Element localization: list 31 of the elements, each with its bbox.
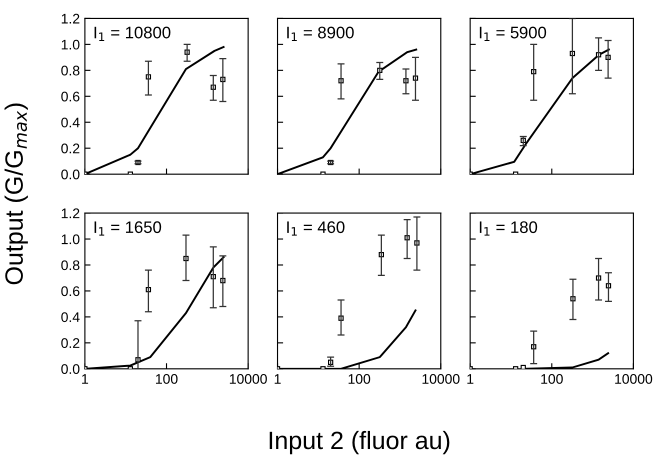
x-tick-label: 100 <box>348 374 370 384</box>
y-tick-label: 0.6 <box>61 286 80 296</box>
y-tick-label: 0.8 <box>61 66 80 76</box>
x-tick-label: 100 <box>541 374 563 384</box>
x-tick-label: 10000 <box>422 374 460 384</box>
y-tick-label: 0.8 <box>61 260 80 270</box>
y-tick-label: 1.0 <box>62 234 80 244</box>
y-tick-label: 1.2 <box>62 208 80 218</box>
chart-title: I$_{1}$ = 460 <box>287 221 345 236</box>
y-tick-label: 0.6 <box>61 92 80 102</box>
x-tick-label: 1 <box>82 374 88 384</box>
x-tick-label: 1 <box>467 374 474 384</box>
y-tick-label: 0.0 <box>61 364 80 374</box>
x-axis-title: Input 2 (fluor au) <box>270 430 450 454</box>
chart-title: I$_{1}$ = 180 <box>480 221 538 236</box>
chart-title: I$_{1}$ = 10800 <box>94 26 170 42</box>
chart-title: I$_{1}$ = 1650 <box>94 221 162 236</box>
x-tick-label: 10000 <box>615 374 652 384</box>
y-tick-label: 0.2 <box>61 144 80 154</box>
y-tick-label: 0.4 <box>61 118 80 128</box>
chart-title: I$_{1}$ = 8900 <box>287 26 354 42</box>
y-tick-label: 1.0 <box>62 40 80 50</box>
y-tick-label: 0.4 <box>61 312 80 322</box>
chart-title: I$_{1}$ = 5900 <box>480 26 546 42</box>
x-tick-label: 1 <box>274 374 281 384</box>
y-axis-title: Output (G/G$_{max}$) <box>4 104 28 284</box>
y-tick-label: 0.0 <box>61 169 80 180</box>
y-tick-label: 1.2 <box>62 14 80 24</box>
y-tick-label: 0.2 <box>61 338 80 348</box>
x-tick-label: 10000 <box>230 374 267 384</box>
x-tick-label: 100 <box>156 374 178 384</box>
